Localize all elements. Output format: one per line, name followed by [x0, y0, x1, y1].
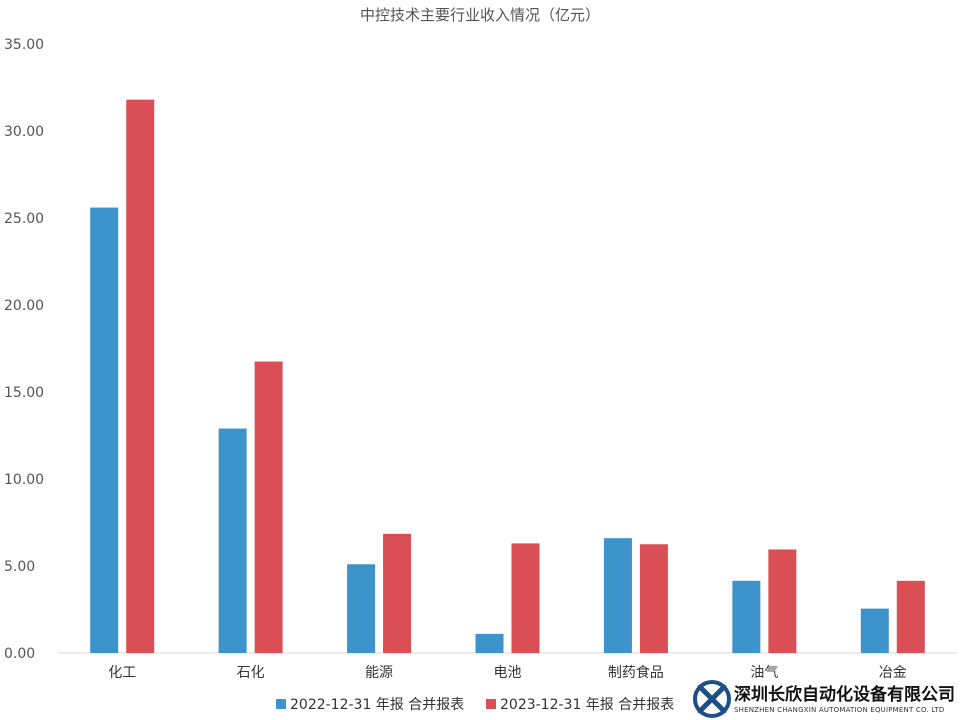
bar-series-2	[639, 544, 668, 653]
bars	[90, 99, 925, 654]
y-tick-label: 10.00	[4, 472, 44, 488]
y-tick-label: 20.00	[4, 298, 44, 314]
x-category-label: 油气	[750, 665, 778, 681]
bar-series-2	[126, 99, 155, 654]
cx-logo-icon	[693, 680, 731, 718]
bar-series-1	[90, 207, 119, 653]
y-tick-label: 15.00	[4, 385, 44, 401]
chart-title: 中控技术主要行业收入情况（亿元）	[360, 6, 600, 24]
x-category-label: 冶金	[879, 665, 907, 681]
company-watermark: 深圳长欣自动化设备有限公司 SHENZHEN CHANGXIN AUTOMATI…	[693, 680, 955, 718]
x-category-label: 能源	[365, 665, 393, 681]
watermark-company-subtitle: SHENZHEN CHANGXIN AUTOMATION EQUIPMENT C…	[734, 706, 944, 714]
x-category-label: 电池	[494, 665, 522, 681]
x-axis-labels: 化工 石化 能源 电池 制药食品 油气 冶金	[108, 664, 907, 681]
y-tick-label: 25.00	[4, 211, 44, 227]
y-tick-label: 5.00	[4, 559, 35, 575]
bar-series-2	[768, 549, 797, 653]
bar-series-2	[383, 533, 412, 653]
watermark-company-name: 深圳长欣自动化设备有限公司	[734, 684, 955, 705]
bar-series-2	[254, 361, 283, 653]
legend: 2022-12-31 年报 合并报表 2023-12-31 年报 合并报表	[276, 697, 674, 713]
y-tick-label: 35.00	[4, 37, 44, 53]
legend-label-1: 2022-12-31 年报 合并报表	[290, 697, 464, 713]
bar-series-1	[732, 580, 761, 653]
bar-series-1	[475, 633, 504, 653]
bar-series-1	[347, 564, 376, 653]
bar-series-2	[896, 580, 925, 653]
x-category-label: 制药食品	[608, 664, 664, 681]
legend-swatch-2	[486, 699, 496, 709]
y-axis-ticks: 0.00 5.00 10.00 15.00 20.00 25.00 30.00 35.00	[4, 37, 44, 662]
y-tick-label: 0.00	[4, 646, 35, 662]
x-category-label: 化工	[108, 665, 136, 681]
bar-series-1	[860, 608, 889, 653]
bar-series-1	[218, 428, 247, 653]
legend-label-2: 2023-12-31 年报 合并报表	[500, 697, 674, 713]
bar-series-1	[603, 538, 632, 653]
bar-series-2	[511, 543, 540, 653]
x-category-label: 石化	[237, 665, 265, 681]
y-tick-label: 30.00	[4, 124, 44, 140]
legend-swatch-1	[276, 699, 286, 709]
